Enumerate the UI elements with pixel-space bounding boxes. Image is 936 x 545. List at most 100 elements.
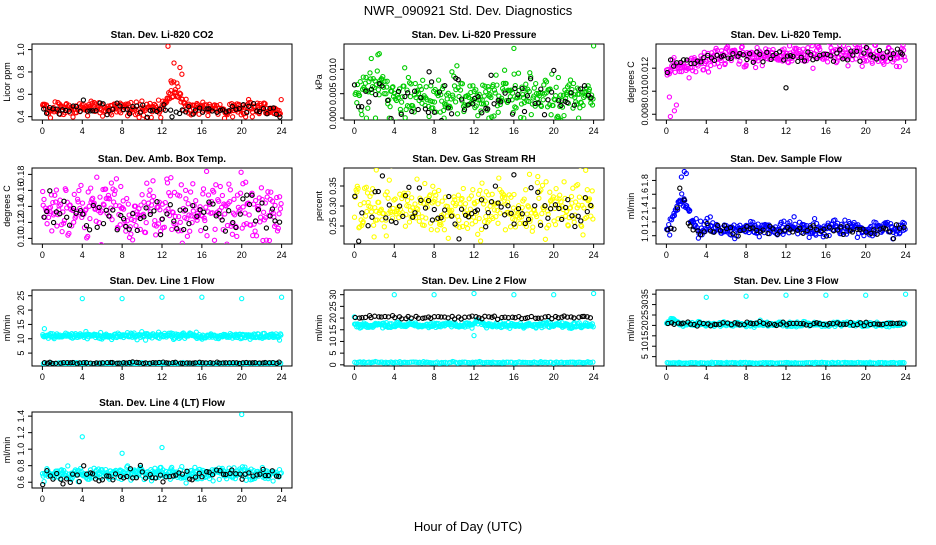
data-point: [809, 44, 814, 46]
data-point: [434, 227, 440, 233]
data-point: [57, 202, 64, 208]
data-point: [896, 63, 903, 70]
data-point: [427, 192, 433, 198]
data-point: [137, 462, 144, 469]
data-point: [515, 70, 522, 76]
data-point: [372, 189, 378, 195]
data-point: [143, 205, 149, 211]
data-point: [150, 193, 157, 200]
data-point: [120, 206, 127, 212]
data-point: [435, 201, 441, 207]
data-point: [110, 207, 116, 213]
data-point: [436, 187, 442, 194]
data-point: [99, 113, 106, 119]
data-point: [41, 214, 47, 220]
data-point-outlier: [743, 293, 749, 299]
data-point: [575, 213, 581, 219]
data-point: [805, 49, 811, 55]
data-point: [222, 228, 229, 234]
markers: [351, 290, 597, 366]
data-point: [94, 174, 100, 180]
data-point: [97, 194, 103, 200]
data-point: [213, 467, 220, 473]
data-point: [511, 71, 517, 77]
data-point: [499, 314, 505, 321]
data-point: [513, 105, 519, 111]
data-point: [114, 100, 120, 106]
data-point: [149, 474, 155, 481]
data-point: [826, 224, 832, 230]
data-point: [212, 226, 218, 232]
data-point: [528, 185, 534, 191]
data-point: [264, 111, 270, 117]
data-point: [402, 193, 409, 199]
data-point: [558, 92, 564, 98]
data-point: [518, 101, 525, 107]
data-point: [472, 218, 479, 225]
data-point: [74, 472, 80, 478]
data-point: [192, 474, 199, 480]
data-point: [568, 193, 575, 200]
data-point: [184, 360, 190, 366]
data-point: [372, 115, 379, 120]
data-point: [222, 211, 228, 217]
data-point: [760, 227, 766, 233]
data-point: [220, 360, 226, 366]
x-tick-label: 0: [664, 372, 669, 382]
data-point: [213, 182, 219, 188]
data-point: [425, 109, 432, 116]
data-point: [231, 212, 238, 218]
data-point: [462, 201, 469, 207]
data-point: [161, 102, 167, 108]
data-point: [368, 209, 375, 215]
x-tick-label: 20: [861, 250, 871, 260]
data-point: [183, 480, 189, 486]
data-point: [437, 219, 443, 226]
data-point: [874, 231, 880, 237]
data-point: [169, 226, 175, 233]
data-point: [577, 133, 581, 137]
data-point: [452, 221, 458, 227]
data-point: [162, 107, 169, 113]
data-point: [439, 98, 445, 104]
data-point: [167, 107, 174, 113]
data-point: [701, 360, 707, 366]
data-point: [874, 48, 880, 55]
data-point: [859, 63, 865, 69]
data-point: [359, 210, 365, 216]
data-point: [139, 469, 145, 475]
data-point: [233, 360, 240, 366]
data-point: [568, 314, 574, 320]
data-point: [262, 200, 269, 206]
data-point: [451, 316, 458, 322]
x-tick-label: 8: [432, 250, 437, 260]
y-tick-label: 5: [16, 351, 26, 356]
data-point: [179, 471, 186, 477]
data-point: [383, 215, 389, 221]
x-tick-label: 16: [821, 126, 831, 136]
data-point: [126, 226, 132, 232]
data-point: [184, 216, 190, 222]
data-point: [267, 105, 273, 112]
y-axis-label: ml/min: [626, 193, 636, 220]
data-point: [128, 231, 134, 237]
data-point: [828, 53, 834, 59]
data-point: [227, 199, 233, 205]
data-point: [374, 68, 380, 74]
data-point: [492, 183, 499, 189]
data-point: [705, 69, 712, 75]
panel-4: Stan. Dev. Amb. Box Temp.degrees C0 4 8 12 1…: [2, 154, 293, 260]
data-point: [579, 313, 585, 320]
data-point: [267, 361, 274, 366]
x-tick-label: 24: [277, 372, 287, 382]
data-point: [95, 466, 102, 472]
data-point: [159, 216, 165, 222]
data-point: [552, 93, 559, 99]
data-point: [491, 87, 498, 93]
data-point: [125, 101, 131, 107]
data-point: [535, 100, 542, 106]
data-point: [494, 316, 501, 322]
data-point: [242, 210, 248, 216]
